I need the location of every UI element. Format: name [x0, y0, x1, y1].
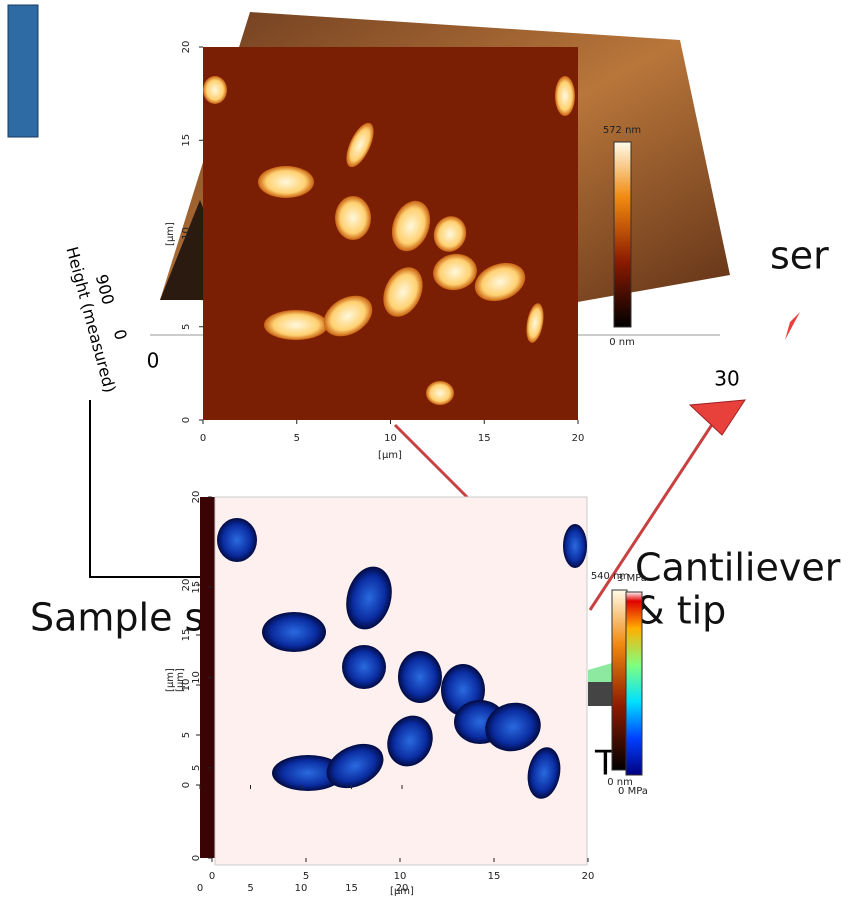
modulus-colorbar: [626, 592, 642, 775]
cell: [217, 518, 257, 562]
height-colorbar: [612, 590, 627, 770]
colorbar-label: 3 MPa: [617, 573, 647, 584]
x-tick-label: 20: [396, 883, 409, 894]
x-tick-label: 20: [572, 433, 585, 444]
connector: [90, 400, 200, 577]
cell: [335, 196, 371, 240]
laser-label: ser: [770, 234, 829, 278]
y-tick-label: 5: [181, 732, 192, 738]
arrow-head: [785, 312, 800, 340]
x-tick-label: 5: [294, 433, 300, 444]
colorbar-label: 572 nm: [603, 125, 641, 136]
cell: [563, 524, 587, 568]
x-tick-label: 0: [200, 433, 206, 444]
surface-x-tick: 0: [147, 349, 160, 373]
y-tick-label: 10: [181, 227, 192, 240]
cell: [342, 645, 386, 689]
x-tick-label: 10: [384, 433, 397, 444]
cell: [258, 166, 314, 198]
x-tick-label: 0: [197, 883, 203, 894]
sample-label: Sample s: [30, 596, 204, 640]
cell: [426, 381, 454, 405]
x-tick-label: 0: [209, 871, 215, 882]
y-tick-label: 20: [181, 579, 192, 592]
x-tick-label: 20: [582, 871, 595, 882]
colorbar-label: 0 nm: [609, 337, 635, 348]
x-axis-label: [µm]: [378, 450, 402, 461]
back-height-map: [200, 497, 215, 858]
x-tick-label: 5: [247, 883, 253, 894]
figure: Height (measured) 900 0 0 30 ser 572 nm …: [0, 0, 859, 903]
y-tick-label: 0: [181, 417, 192, 423]
y-tick-label: 15: [191, 581, 202, 594]
x-tick-label: 15: [345, 883, 358, 894]
height-map: [203, 47, 578, 420]
x-tick-label: 15: [478, 433, 491, 444]
y-tick-label: 10: [191, 671, 202, 684]
y-tick-label: 15: [181, 629, 192, 642]
connector: [395, 425, 470, 500]
y-tick-label: 5: [181, 324, 192, 330]
cell: [555, 76, 575, 116]
y-tick-label: 10: [181, 679, 192, 692]
colorbar-label: 0 MPa: [618, 786, 648, 797]
cell: [264, 310, 328, 340]
height-colorbar: [614, 142, 631, 327]
surface-axis-label: Height (measured): [62, 245, 119, 395]
surface-z-tick: 0: [110, 327, 131, 342]
cell: [203, 76, 227, 104]
cantilever-label: Cantiliever: [635, 546, 841, 590]
blue-block: [8, 5, 38, 137]
x-tick-label: 5: [303, 871, 309, 882]
y-tick-label: 0: [191, 855, 202, 861]
page: { "surface_3d": {"axis_label": "Height (…: [0, 0, 859, 903]
y-axis-label: [µm]: [165, 222, 176, 246]
y-tick-label: 15: [181, 134, 192, 147]
x-tick-label: 10: [295, 883, 308, 894]
x-tick-label: 15: [488, 871, 501, 882]
cell: [398, 651, 442, 703]
surface-x-tick: 30: [714, 367, 739, 391]
arrow-head: [690, 400, 745, 435]
cell: [262, 612, 326, 652]
x-tick-label: 10: [394, 871, 407, 882]
y-tick-label: 5: [191, 765, 202, 771]
y-tick-label: 0: [181, 782, 192, 788]
y-tick-label: 20: [191, 491, 202, 504]
y-tick-label: 20: [181, 41, 192, 54]
tip-label: & tip: [635, 589, 726, 633]
